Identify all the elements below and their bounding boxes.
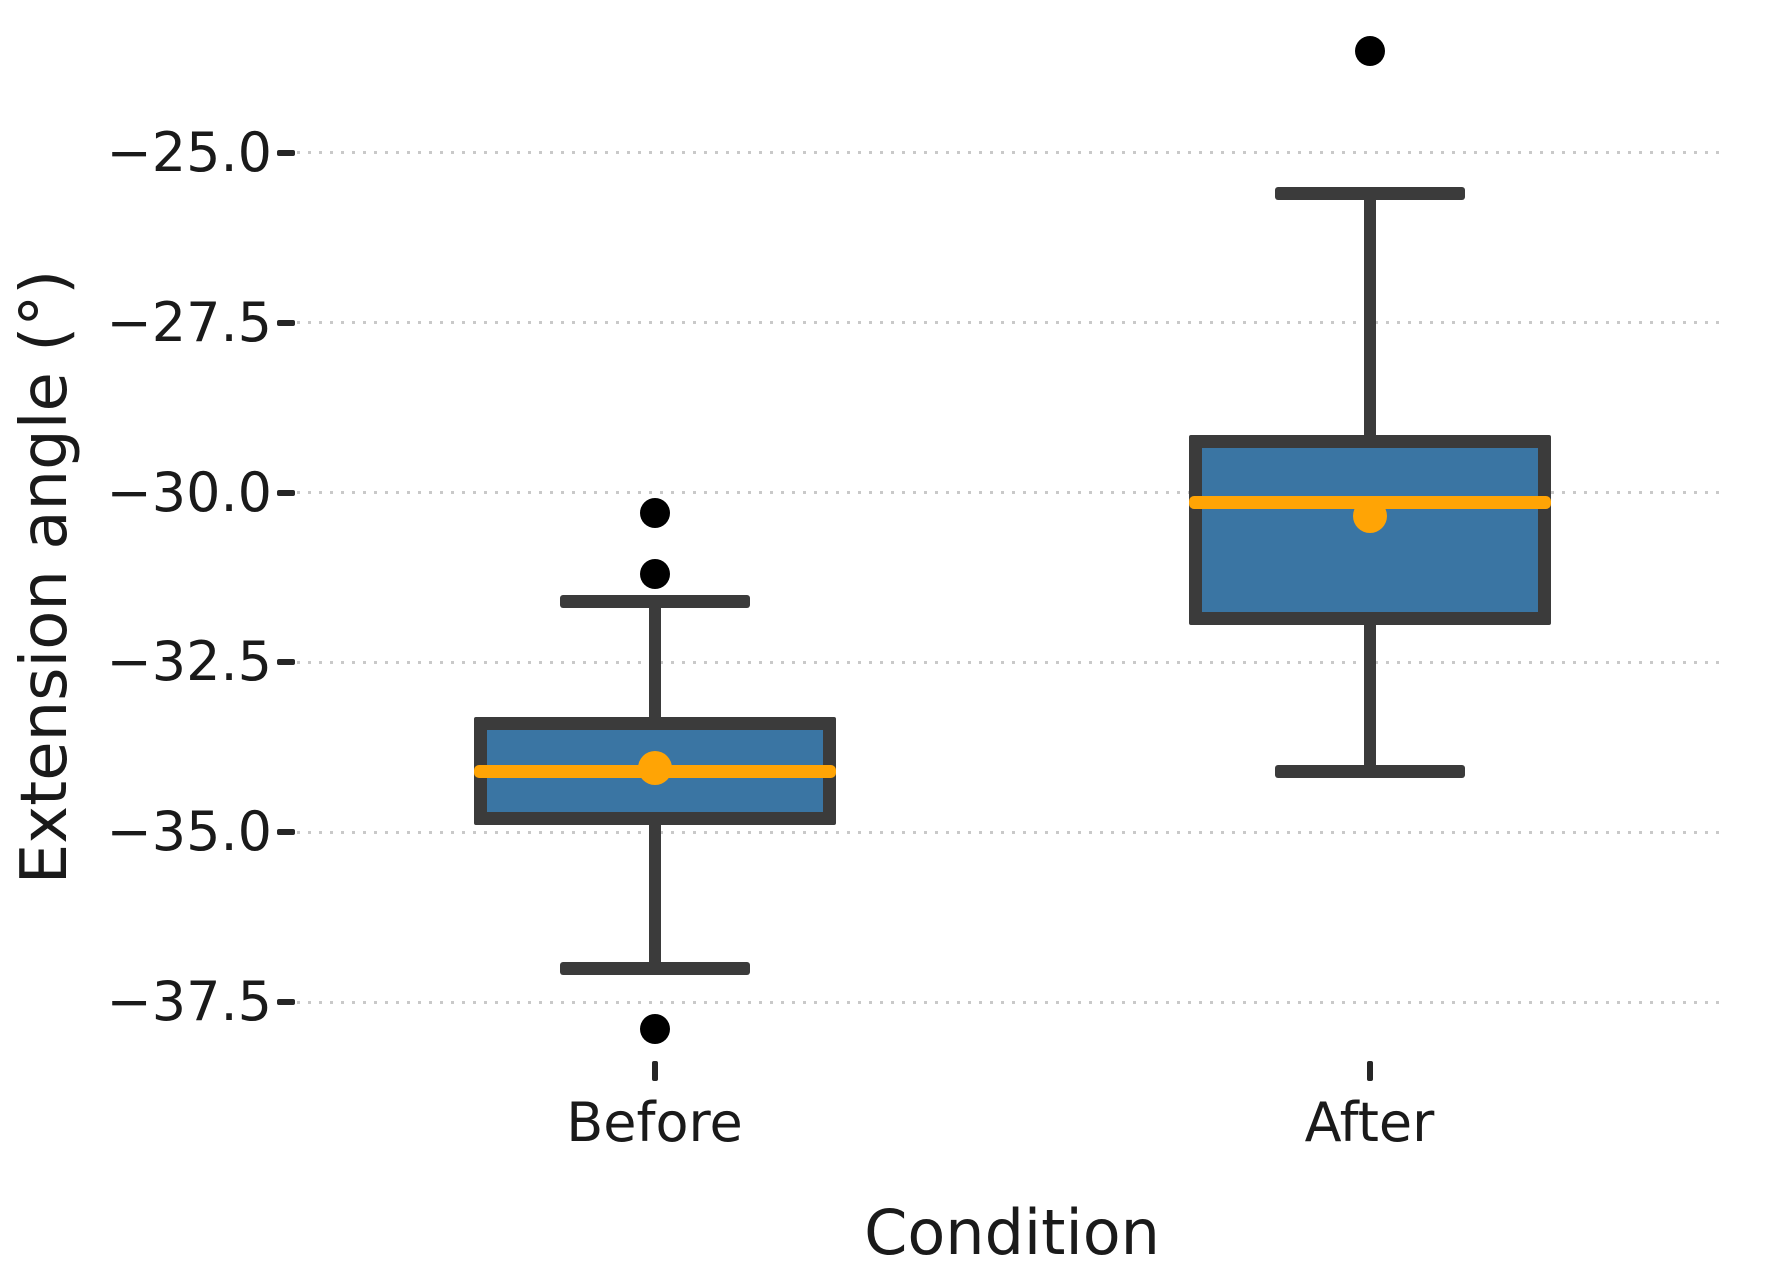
y-tick-label: −37.5 [106, 970, 272, 1034]
x-tick [1366, 1061, 1373, 1081]
y-gridline [297, 1000, 1727, 1004]
y-gridline [297, 660, 1727, 664]
y-tick-label: −35.0 [106, 800, 272, 864]
y-tick [277, 829, 295, 836]
outlier-dot-before [639, 497, 670, 528]
y-gridline [297, 830, 1727, 834]
y-gridline [297, 491, 1727, 495]
y-tick-label: −32.5 [106, 630, 272, 694]
y-tick-label: −30.0 [106, 460, 272, 524]
whisker-cap-bottom-after [1274, 764, 1465, 778]
y-tick [277, 999, 295, 1006]
x-tick [651, 1061, 658, 1081]
y-tick-label: −25.0 [106, 120, 272, 184]
y-tick [277, 149, 295, 156]
whisker-cap-top-after [1274, 186, 1465, 200]
x-axis-label: Condition [864, 1196, 1160, 1264]
y-tick [277, 659, 295, 666]
outlier-dot-before [639, 1014, 670, 1045]
y-gridline [297, 151, 1727, 155]
mean-dot-after [1352, 499, 1387, 534]
y-tick [277, 319, 295, 326]
mean-dot-before [637, 750, 672, 785]
whisker-cap-top-before [559, 594, 750, 608]
x-tick-label: Before [566, 1091, 743, 1154]
x-tick-label: After [1304, 1091, 1435, 1154]
y-tick [277, 489, 295, 496]
y-tick-label: −27.5 [106, 290, 272, 354]
outlier-dot-before [639, 559, 670, 590]
whisker-cap-bottom-before [559, 961, 750, 975]
outlier-dot-after [1354, 35, 1385, 66]
y-gridline [297, 321, 1727, 325]
